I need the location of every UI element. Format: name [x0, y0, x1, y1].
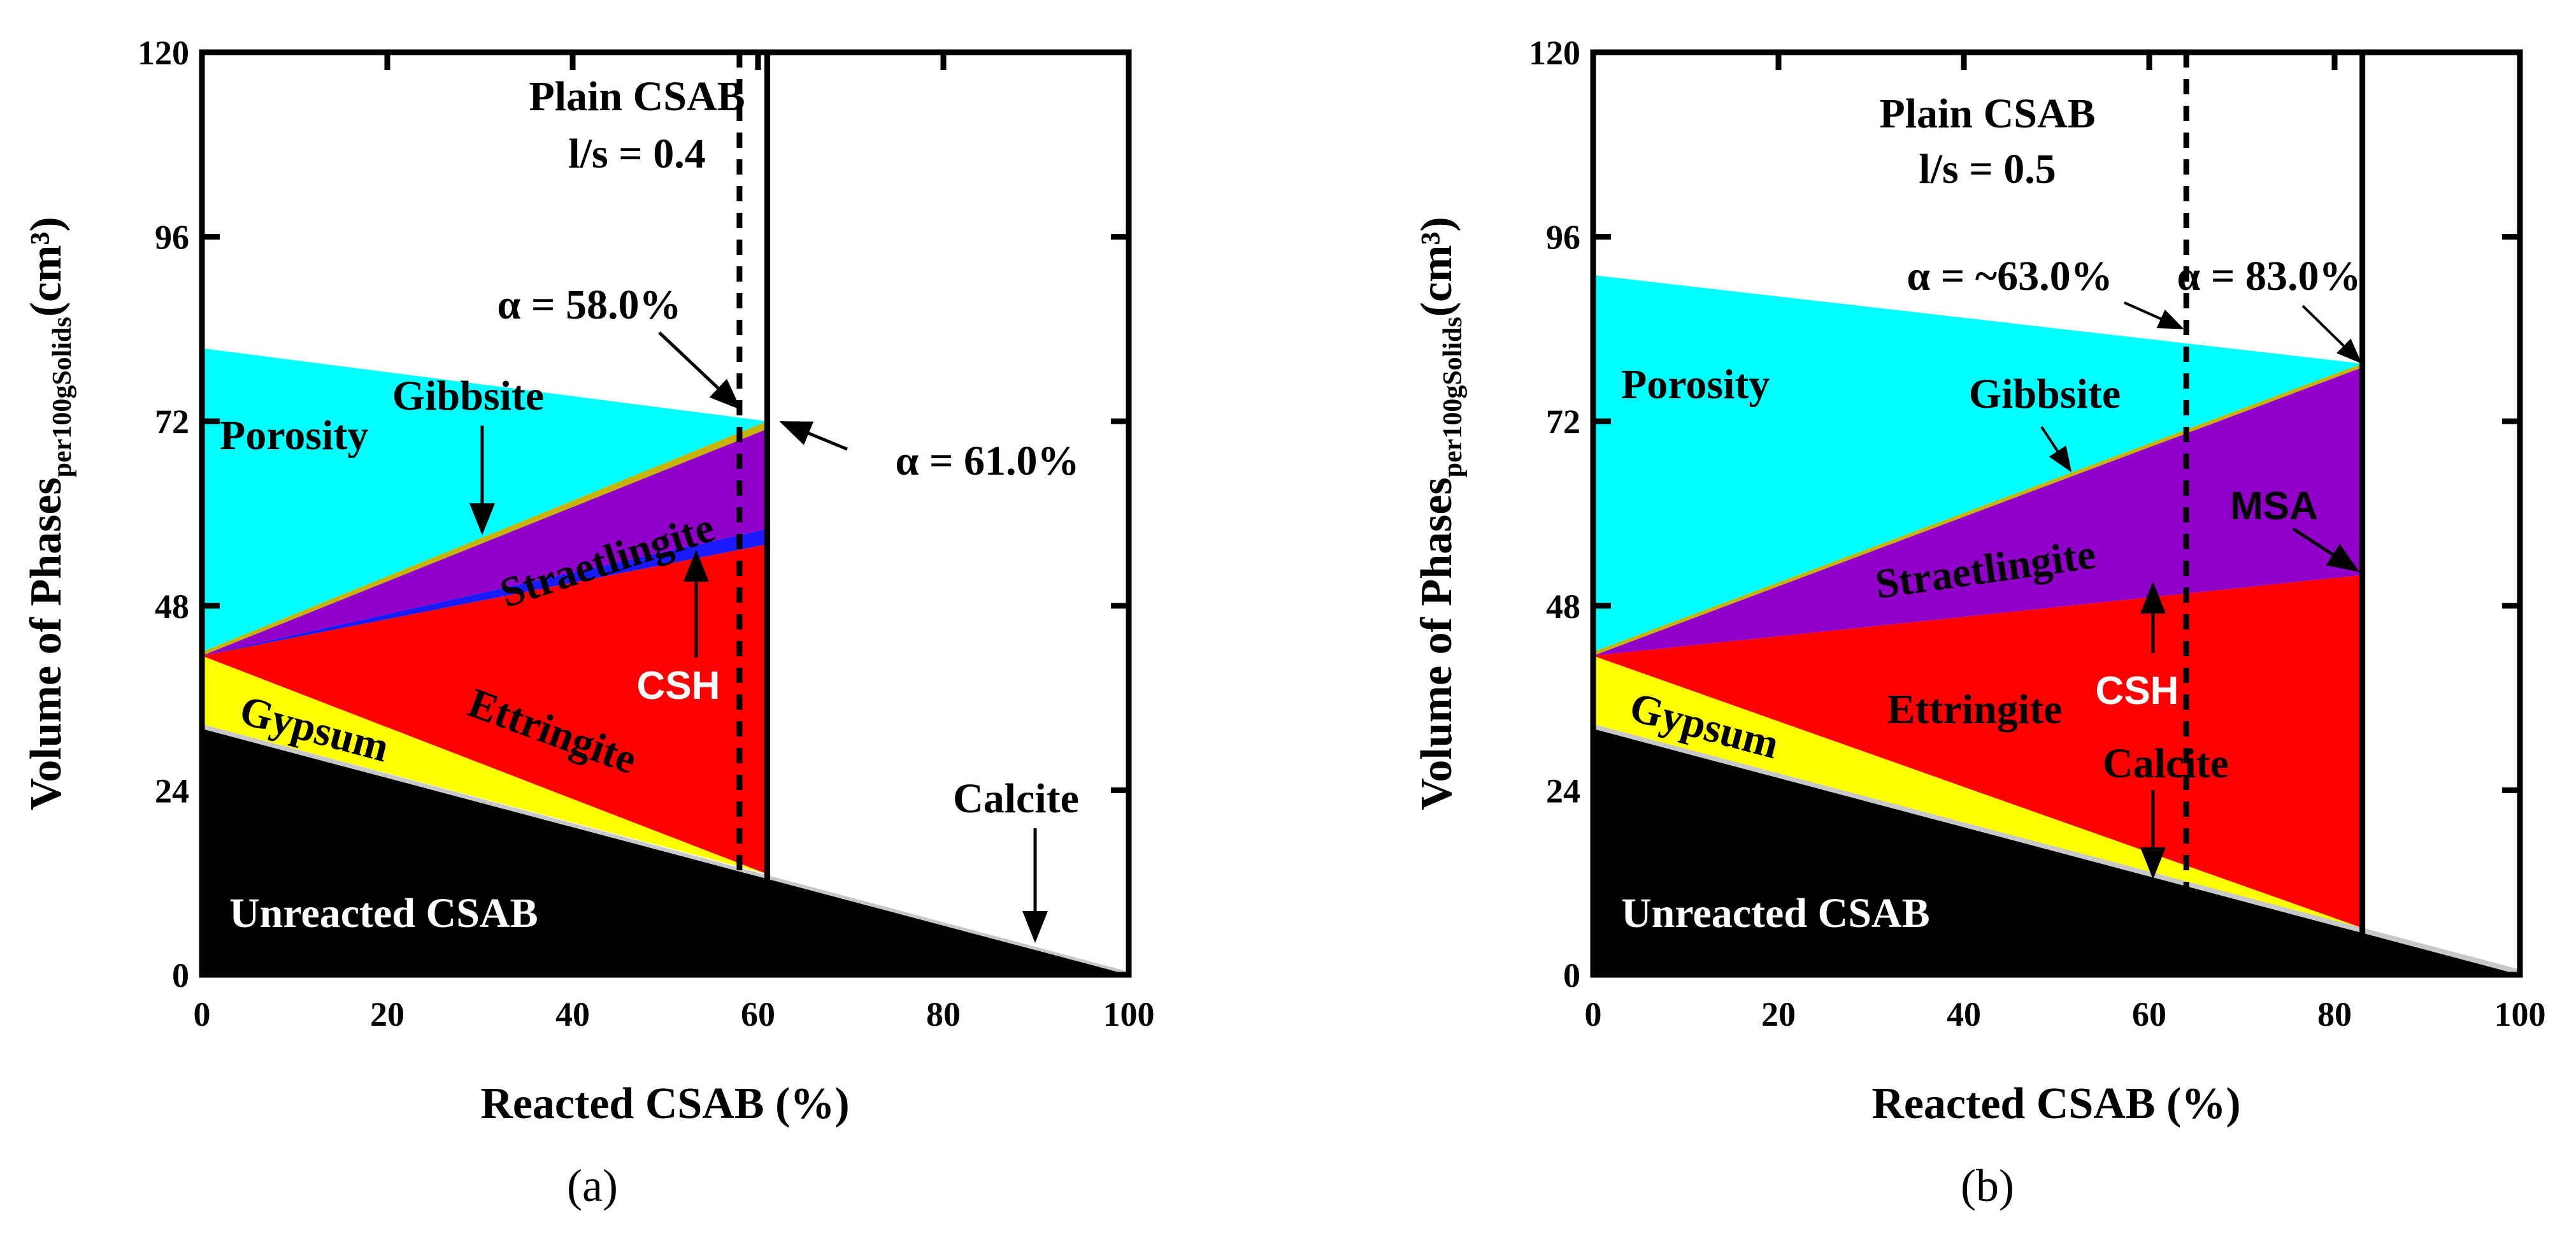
label-alpha-61: α = 61.0% — [896, 438, 1080, 484]
y-tick-label: 24 — [1546, 772, 1580, 810]
x-tick-label: 0 — [194, 995, 211, 1033]
arrow-alpha-61 — [779, 420, 848, 451]
area-gypsum — [202, 656, 768, 874]
label-gibbsite: Gibbsite — [392, 373, 544, 419]
label-csh: CSH — [2096, 669, 2179, 713]
label-msa: MSA — [2230, 484, 2318, 528]
x-axis-title: Reacted CSAB (%) — [1871, 1079, 2240, 1128]
y-tick-label: 0 — [172, 956, 189, 995]
label-alpha-63: α = ~63.0% — [1907, 253, 2112, 299]
chart-title-line2: l/s = 0.5 — [1919, 146, 2056, 192]
x-tick-label: 100 — [1103, 995, 1155, 1033]
y-tick-label: 120 — [138, 34, 189, 72]
x-tick-label: 80 — [2317, 995, 2352, 1033]
label-alpha-58: α = 58.0% — [497, 282, 682, 328]
y-tick-label: 96 — [1546, 219, 1580, 257]
area-gypsum — [1593, 656, 2363, 928]
area-ettringite — [202, 544, 768, 874]
y-axis-title-main: Volume of Phases — [1412, 477, 1461, 810]
arrow-msa — [2292, 527, 2360, 572]
y-axis-title: Volume of Phasesper100gSolids(cm³) — [1412, 217, 1468, 810]
area-straetlingite — [1593, 367, 2363, 656]
panel-caption: (b) — [1961, 1160, 2014, 1211]
y-tick-label: 48 — [155, 587, 189, 626]
label-gibbsite: Gibbsite — [1969, 371, 2121, 417]
x-tick-label: 40 — [555, 995, 590, 1033]
plot-frame — [1590, 49, 2523, 978]
x-axis-title: Reacted CSAB (%) — [480, 1079, 849, 1128]
arrow-gibbsite — [2040, 426, 2072, 473]
x-tick-label: 100 — [2494, 995, 2546, 1033]
panel-b: 0 20 40 60 80 100 0 24 48 72 96 120 Reacted CSAB (%… — [1412, 34, 2546, 1211]
y-axis-title-unit: (cm³) — [22, 217, 71, 317]
x-tick-label: 40 — [1947, 995, 1981, 1033]
label-unreacted-csab: Unreacted CSAB — [1621, 890, 1930, 937]
x-tick-label: 20 — [1761, 995, 1796, 1033]
y-axis-title-unit: (cm³) — [1412, 217, 1461, 317]
panel-caption: (a) — [567, 1160, 618, 1211]
y-tick-label: 72 — [155, 403, 189, 441]
area-calcite — [1593, 724, 2520, 975]
label-calcite: Calcite — [953, 775, 1079, 822]
y-axis-title-sub: per100gSolids — [1438, 317, 1468, 477]
area-gibbsite — [202, 421, 768, 656]
chart-title-line1: Plain CSAB — [1879, 90, 2095, 137]
y-axis-title-main: Volume of Phases — [22, 477, 71, 810]
area-porosity — [1593, 275, 2363, 652]
y-tick-label: 48 — [1546, 587, 1580, 626]
area-calcite — [202, 724, 1129, 975]
y-axis-title-sub: per100gSolids — [48, 317, 77, 477]
label-calcite: Calcite — [2103, 740, 2229, 787]
arrow-alpha-63 — [2124, 301, 2184, 329]
x-tick-label: 60 — [2132, 995, 2166, 1033]
y-tick-label: 24 — [155, 772, 189, 810]
area-gibbsite — [1593, 363, 2363, 656]
area-unreacted-csab — [1593, 728, 2520, 975]
arrow-alpha-58 — [658, 331, 741, 410]
panel-a: 0 20 40 60 80 100 0 24 48 72 96 120 Reacted CSAB (%… — [22, 34, 1155, 1211]
x-tick-label: 20 — [370, 995, 404, 1033]
chart-title-line1: Plain CSAB — [529, 73, 745, 120]
y-tick-label: 96 — [155, 219, 189, 257]
y-tick-label: 120 — [1529, 34, 1580, 72]
x-tick-label: 80 — [926, 995, 961, 1033]
label-unreacted-csab: Unreacted CSAB — [229, 890, 538, 937]
chart-title-line2: l/s = 0.4 — [568, 131, 705, 177]
label-ettringite: Ettringite — [1887, 686, 2063, 733]
x-tick-label: 0 — [1585, 995, 1602, 1033]
y-tick-label: 72 — [1546, 403, 1580, 441]
label-porosity: Porosity — [220, 412, 368, 459]
area-ettringite — [1593, 575, 2363, 928]
label-alpha-83: α = 83.0% — [2177, 253, 2361, 299]
label-csh: CSH — [637, 664, 720, 708]
area-straetlingite — [202, 429, 768, 656]
label-porosity: Porosity — [1621, 361, 1770, 408]
plot-frame — [199, 49, 1132, 978]
area-unreacted-csab — [202, 728, 1129, 975]
y-tick-label: 0 — [1563, 956, 1580, 995]
y-axis-title: Volume of Phasesper100gSolids(cm³) — [22, 217, 77, 810]
arrow-alpha-83 — [2301, 305, 2362, 364]
x-tick-label: 60 — [741, 995, 775, 1033]
area-porosity — [202, 348, 768, 652]
